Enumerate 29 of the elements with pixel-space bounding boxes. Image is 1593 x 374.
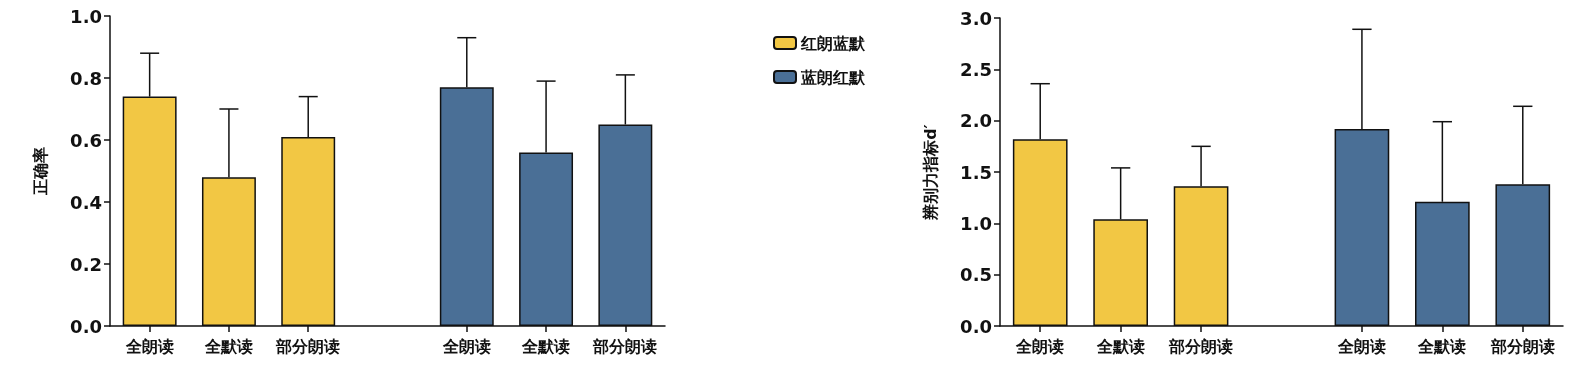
y-tick-label: 0.8 xyxy=(70,67,102,89)
y-tick-label: 0.2 xyxy=(70,253,102,275)
x-tick-label: 全朗读 xyxy=(1015,336,1065,356)
y-tick-label: 0.0 xyxy=(70,315,102,337)
legend-label: 红朗蓝默 xyxy=(800,33,866,53)
y-tick-label: 1.5 xyxy=(960,161,992,183)
y-tick-label: 1.0 xyxy=(70,5,102,27)
y-axis-title: 辨别力指标d′ xyxy=(920,124,940,221)
x-tick-label: 部分朗读 xyxy=(592,336,658,356)
y-tick-label: 0.6 xyxy=(70,129,102,151)
y-tick-label: 0.4 xyxy=(70,191,102,213)
y-axis-title: 正确率 xyxy=(30,147,50,196)
x-tick-label: 全默读 xyxy=(521,336,571,356)
y-tick-label: 3.0 xyxy=(960,7,992,29)
x-tick-label: 部分朗读 xyxy=(275,336,341,356)
x-tick-label: 全默读 xyxy=(1095,336,1145,356)
x-tick-label: 全默读 xyxy=(203,336,253,356)
y-tick-label: 1.0 xyxy=(960,212,992,234)
x-tick-label: 全朗读 xyxy=(441,336,491,356)
x-tick-label: 全朗读 xyxy=(1336,336,1386,356)
y-tick-label: 0.0 xyxy=(960,315,992,337)
x-tick-label: 部分朗读 xyxy=(1168,336,1234,356)
x-tick-label: 全默读 xyxy=(1417,336,1467,356)
x-tick-label: 全朗读 xyxy=(124,336,174,356)
legend-label: 蓝朗红默 xyxy=(800,67,866,87)
y-tick-label: 2.5 xyxy=(960,58,992,80)
y-tick-label: 0.5 xyxy=(960,264,992,286)
y-tick-label: 2.0 xyxy=(960,110,992,132)
x-tick-label: 部分朗读 xyxy=(1489,336,1555,356)
